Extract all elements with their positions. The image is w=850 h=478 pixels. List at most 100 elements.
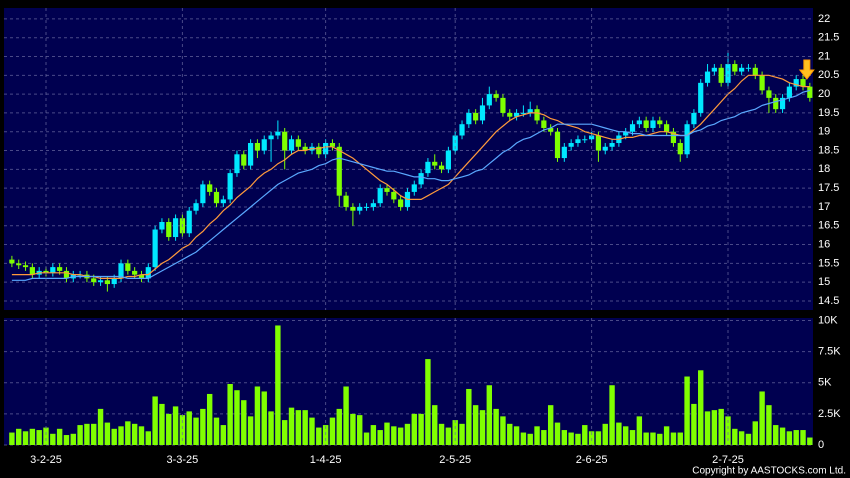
candle-body (664, 124, 670, 132)
y-tick-label: 21 (818, 50, 830, 62)
volume-bar (29, 428, 36, 445)
candle-body (602, 146, 608, 151)
volume-bar (206, 393, 213, 445)
candle-body (636, 120, 642, 125)
signal-arrow (798, 59, 815, 80)
candle-body (391, 191, 397, 200)
volume-bar (459, 423, 465, 445)
candle-body (698, 82, 704, 113)
volume-bar (159, 403, 165, 445)
candle-body (343, 195, 349, 207)
volume-bar (302, 410, 308, 445)
candle-body (241, 154, 247, 166)
y-tick-label: 10K (818, 314, 838, 326)
volume-bar (275, 325, 281, 445)
y-tick-label: 14.5 (818, 295, 839, 307)
volume-bar (629, 430, 636, 445)
volume-bar (234, 390, 240, 445)
volume-bar (118, 426, 124, 445)
y-tick-label: 15.5 (818, 257, 839, 269)
candle-body (759, 75, 765, 91)
candle-body (193, 203, 199, 211)
candle-body (377, 188, 383, 204)
price-panel (4, 8, 813, 310)
candle-body (186, 210, 192, 234)
candle-body (473, 112, 479, 121)
volume-bar (725, 416, 731, 445)
moving-average-line (11, 74, 810, 279)
candle-body (302, 146, 308, 151)
volume-bar (779, 427, 786, 445)
volume-bar (609, 385, 615, 445)
volume-bar (752, 421, 758, 445)
volume-bar (595, 431, 602, 445)
candle-body (29, 267, 35, 275)
y-tick-label: 15 (818, 276, 830, 288)
candle-body (132, 270, 138, 275)
volume-bar (397, 427, 404, 445)
volume-bar (43, 427, 49, 445)
candle-body (752, 67, 758, 76)
y-tick-label: 17.5 (818, 182, 839, 194)
volume-bar (745, 433, 752, 445)
volume-bar (527, 433, 533, 445)
candle-body (398, 199, 404, 207)
volume-bar (411, 413, 417, 445)
volume-bar (391, 426, 397, 445)
candle-body (575, 139, 581, 144)
candle-body (629, 124, 636, 132)
candle-body (541, 120, 547, 128)
candle-body (118, 263, 124, 279)
volume-bar (336, 408, 342, 445)
volume-bar (479, 410, 486, 445)
volume-bar (186, 411, 192, 445)
volume-bar (507, 423, 513, 445)
volume-bar (111, 428, 117, 445)
volume-bar (445, 427, 452, 445)
candle-body (779, 97, 786, 110)
candle-body (623, 131, 629, 136)
volume-bar (56, 428, 63, 445)
volume-bar (152, 396, 158, 445)
y-tick-label: 19 (818, 126, 830, 138)
volume-bar (493, 408, 499, 445)
y-tick-label: 18 (818, 163, 830, 175)
candle-body (534, 109, 540, 121)
volume-bar (16, 428, 22, 445)
y-tick-label: 7.5K (818, 346, 841, 358)
candle-body (445, 150, 451, 170)
volume-bar (500, 416, 506, 445)
volume-bar (650, 432, 656, 445)
volume-bar (329, 417, 336, 445)
candle-body (316, 146, 322, 155)
candle-body (57, 267, 63, 271)
candle-body (172, 218, 179, 238)
volume-bar (793, 430, 799, 445)
candle-body (248, 143, 254, 166)
volume-bar (418, 413, 424, 445)
volume-bar (636, 416, 643, 445)
volume-bar (350, 413, 356, 445)
y-tick-label: 2.5K (818, 408, 841, 420)
volume-bar (282, 420, 288, 445)
candle-body (691, 112, 697, 125)
volume-bar (91, 423, 97, 445)
candle-body (554, 131, 561, 159)
y-tick-label: 0 (818, 439, 824, 451)
volume-bar (357, 415, 363, 445)
volume-bar (643, 432, 649, 445)
volume-bar (575, 433, 581, 445)
volume-bar (343, 386, 349, 445)
volume-bar (213, 417, 220, 445)
volume-bar (561, 430, 568, 445)
candle-body (513, 112, 520, 117)
volume-bar (247, 416, 254, 445)
candle-body (16, 263, 22, 266)
volume-bar (663, 426, 670, 445)
candle-body (725, 64, 731, 83)
volume-bar (773, 425, 779, 445)
candle-body (479, 105, 486, 121)
volume-bar (732, 428, 738, 445)
volume-bar (138, 426, 145, 445)
